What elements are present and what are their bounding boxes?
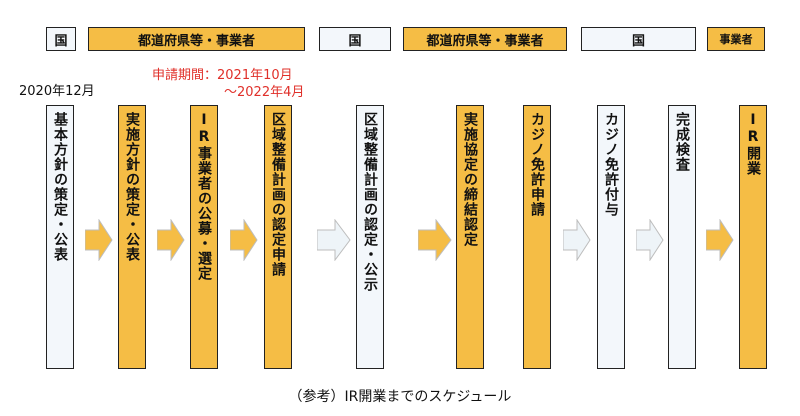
arrow-right-icon (85, 219, 113, 261)
step-label: カジノ免許申請 (529, 112, 545, 217)
application-period-line2: ～2022年4月 (224, 85, 305, 100)
arrow-right-icon (636, 219, 664, 261)
step-casino-license-application: カジノ免許申請 (523, 105, 551, 369)
step-label: 実施方針の策定・公表 (124, 112, 140, 262)
step-label: 完成検査 (674, 112, 690, 172)
arrow-right-icon (706, 219, 734, 261)
header-business: 事業者 (707, 27, 765, 51)
step-label: 実施協定の締結認定 (462, 112, 478, 247)
arrow-right-icon (230, 219, 258, 261)
header-government-1: 国 (46, 27, 76, 51)
step-implementation-agreement: 実施協定の締結認定 (456, 105, 484, 369)
step-label: IR事業者の公募・選定 (196, 112, 212, 281)
step-implementation-policy: 実施方針の策定・公表 (118, 105, 146, 369)
step-label: 基本方針の策定・公表 (52, 112, 68, 262)
header-government-2: 国 (319, 27, 391, 51)
header-government-3: 国 (581, 27, 696, 51)
step-label: 区域整備計画の認定・公示 (362, 112, 378, 292)
step-label: IR開業 (745, 112, 761, 176)
step-completion-inspection: 完成検査 (668, 105, 696, 369)
step-basic-policy: 基本方針の策定・公表 (46, 105, 74, 369)
figure-caption: （参考）IR開業までのスケジュール (288, 389, 512, 405)
arrow-right-icon (157, 219, 185, 261)
step-area-plan-approval: 区域整備計画の認定・公示 (356, 105, 384, 369)
arrow-right-icon (563, 219, 591, 261)
step-operator-selection: IR事業者の公募・選定 (190, 105, 218, 369)
step-label: 区域整備計画の認定申請 (270, 112, 286, 277)
step-casino-license-grant: カジノ免許付与 (597, 105, 625, 369)
arrow-right-icon (317, 219, 351, 261)
header-prefecture-business-2: 都道府県等・事業者 (403, 27, 567, 51)
arrow-right-icon (418, 219, 452, 261)
header-prefecture-business-1: 都道府県等・事業者 (88, 27, 305, 51)
application-period-line1: 申請期間：2021年10月 (152, 68, 293, 83)
start-date-label: 2020年12月 (19, 84, 95, 99)
step-area-plan-application: 区域整備計画の認定申請 (264, 105, 292, 369)
step-ir-opening: IR開業 (739, 105, 767, 369)
step-label: カジノ免許付与 (603, 112, 619, 217)
